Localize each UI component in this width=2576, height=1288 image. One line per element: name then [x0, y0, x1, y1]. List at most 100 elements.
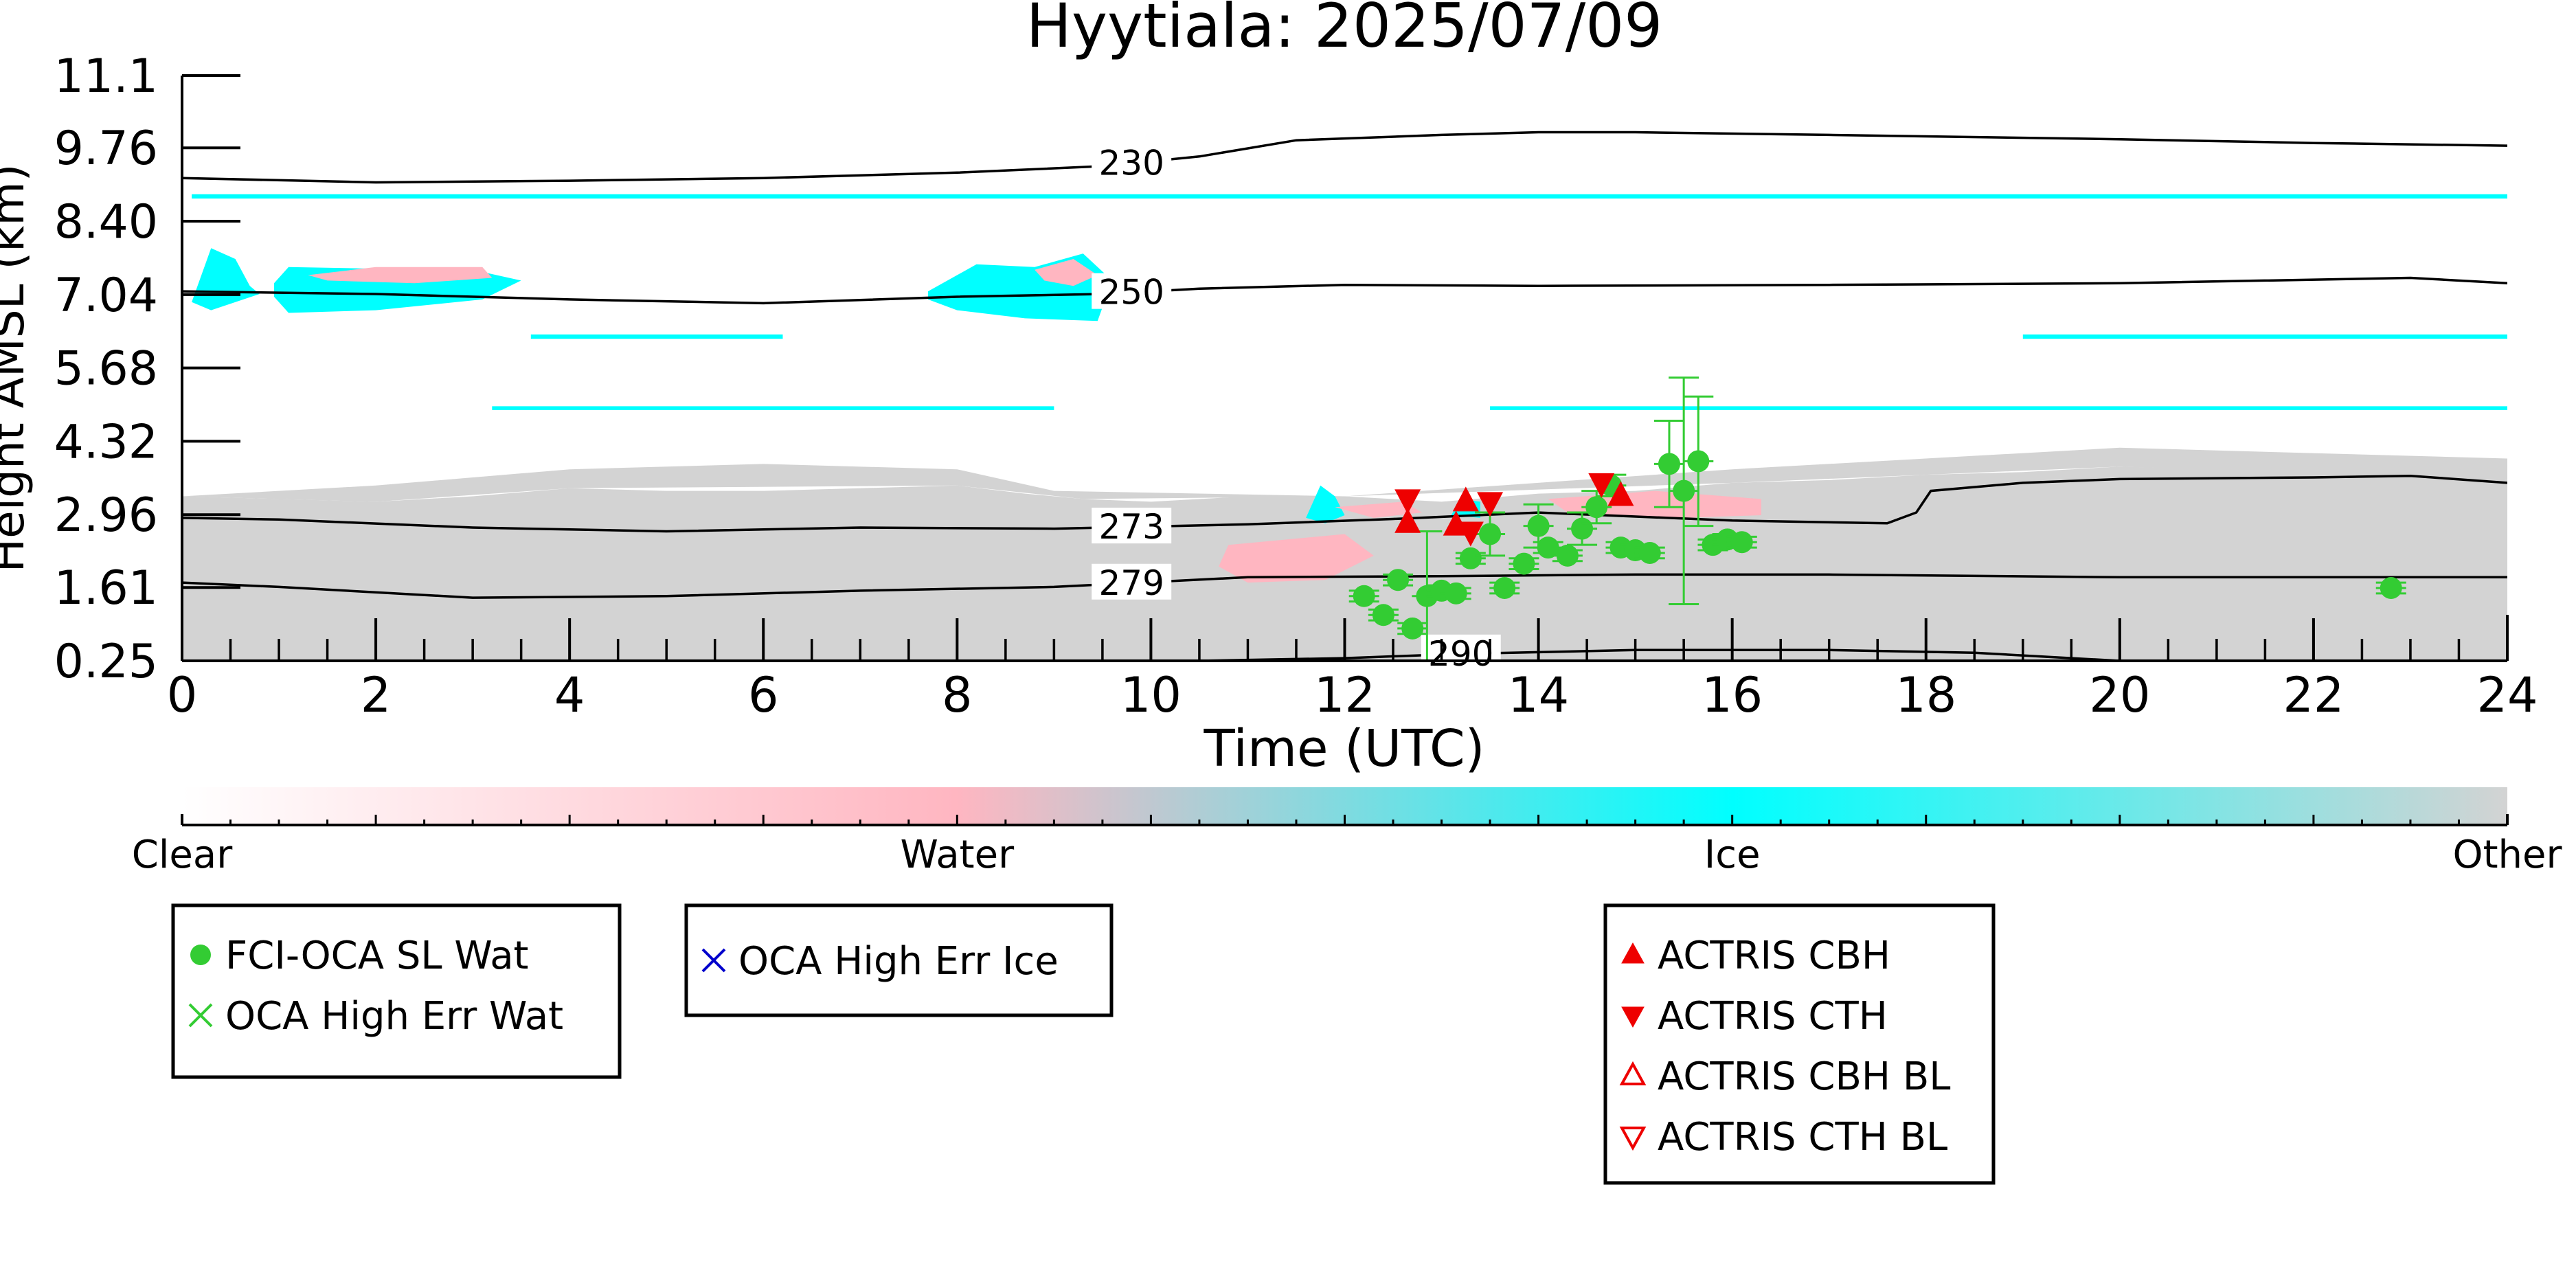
oca-water-point [1638, 541, 1661, 564]
actris-cth-point [1477, 492, 1504, 517]
oca-water-point [1493, 576, 1516, 599]
legend-triangle-down-marker [1621, 1006, 1645, 1028]
legend-frame [684, 903, 1114, 1017]
contour-label-bg [1092, 563, 1172, 600]
chart-title: Hyytiala: 2025/07/09 [1026, 0, 1662, 61]
legend-entry-label: ACTRIS CBH [1658, 934, 1890, 978]
y-tick-label: 1.61 [54, 561, 158, 615]
contour-label-bg [1092, 144, 1172, 180]
cloud-region-water [1335, 501, 1423, 518]
oca-water-point [2380, 576, 2402, 599]
legend-x-marker [188, 1003, 213, 1028]
x-tick-label: 10 [1120, 667, 1182, 723]
y-tick-label: 0.25 [54, 635, 158, 689]
x-tick-label: 16 [1702, 667, 1763, 723]
oca-water-point [1459, 547, 1482, 569]
cloud-region-other [182, 447, 2507, 502]
temperature-contours [182, 131, 2507, 661]
legend-entry-label: FCI-OCA SL Wat [225, 934, 529, 978]
oca-water-point [1673, 479, 1695, 502]
oca-water-point [1401, 617, 1424, 640]
y-tick-label: 5.68 [54, 342, 158, 396]
cloud-height-markers [1348, 376, 2406, 662]
contour-line-250 [182, 276, 2507, 305]
contour-label-250: 250 [1098, 273, 1164, 313]
contour-label-273: 273 [1098, 507, 1164, 547]
contour-label-279: 279 [1098, 563, 1164, 603]
x-tick-label: 14 [1508, 667, 1569, 723]
cloud-region-ice [2022, 334, 2507, 339]
colorbar-label-ice: Ice [1704, 833, 1761, 877]
oca-water-point [1571, 517, 1594, 540]
contour-label-230: 230 [1098, 144, 1164, 183]
actris-cth-point [1457, 521, 1484, 547]
cloud-region-ice [192, 194, 2507, 199]
x-tick-label: 2 [361, 667, 392, 723]
y-tick-label: 11.1 [54, 49, 158, 104]
cloud-region-ice [1306, 485, 1345, 523]
y-axis-ticks: 0.25 1.61 2.96 4.32 5.68 7.04 8.40 9.76 11.1 [54, 49, 240, 689]
legend-frame [1603, 903, 1996, 1185]
y-tick-label: 8.40 [54, 195, 158, 249]
oca-water-point [1387, 569, 1410, 591]
actris-cbh-point [1607, 481, 1634, 506]
contour-line-230 [182, 131, 2507, 184]
x-tick-label: 18 [1895, 667, 1956, 723]
x-axis-ticks: 0 2 4 6 8 10 12 14 16 18 20 22 24 [167, 618, 2538, 723]
oca-water-point [1687, 450, 1710, 473]
legend-entry-label: ACTRIS CTH BL [1658, 1115, 1947, 1160]
x-tick-label: 6 [748, 667, 779, 723]
colorbar-label-clear: Clear [132, 833, 233, 877]
contour-line-273 [182, 474, 2507, 533]
cloud-region-water [1035, 259, 1098, 286]
oca-water-point [1658, 453, 1680, 475]
x-axis-label: Time (UTC) [1203, 719, 1484, 778]
oca-water-point [1445, 582, 1467, 605]
actris-cbh-point [1452, 486, 1479, 512]
actris-cth-point [1588, 473, 1615, 498]
legend-circle-marker [190, 945, 211, 965]
legend-lower-left: FCI-OCA SL Wat OCA High Err Wat [171, 903, 622, 1079]
oca-water-point [1513, 552, 1535, 575]
cloud-region-ice [1490, 406, 2507, 410]
legend-entry-label: ACTRIS CTH [1658, 994, 1888, 1039]
legend-triangle-down-marker [1619, 1127, 1647, 1151]
oca-water-point [1730, 531, 1753, 554]
x-tick-label: 8 [942, 667, 973, 723]
x-tick-label: 24 [2476, 667, 2538, 723]
cloud-region-water [1219, 534, 1374, 583]
oca-water-point [1527, 515, 1550, 537]
legends: FCI-OCA SL Wat OCA High Err Wat OCA High E… [171, 903, 1996, 1185]
legend-entry-label: OCA High Err Ice [738, 939, 1059, 984]
colorbar-labels: Clear Water Ice Other [132, 833, 2563, 877]
oca-water-point [1479, 523, 1502, 545]
cloud-classification-regions [182, 194, 2507, 661]
x-tick-label: 0 [167, 667, 198, 723]
x-tick-label: 22 [2283, 667, 2344, 723]
colorbar-ticks [181, 814, 2509, 825]
colorbar-label-water: Water [901, 833, 1015, 877]
oca-water-point [1353, 585, 1375, 607]
oca-water-point [1585, 496, 1608, 519]
cloud-region-ice [492, 406, 1054, 410]
legend-entry-label: ACTRIS CBH BL [1658, 1054, 1950, 1099]
legend-entry-label: OCA High Err Wat [225, 994, 563, 1039]
y-axis-label: Height AMSL (km) [0, 164, 34, 573]
y-tick-label: 2.96 [54, 488, 158, 543]
contour-label-290: 290 [1428, 634, 1493, 674]
x-tick-label: 4 [554, 667, 585, 723]
contour-line-279 [182, 573, 2507, 599]
x-tick-label: 12 [1314, 667, 1375, 723]
legend-lower-right: ACTRIS CBH ACTRIS CTH ACTRIS CBH BL ACTRIS … [1603, 903, 1996, 1185]
actris-cth-point [1394, 489, 1421, 515]
temperature-contour-labels: 230 250 273 279 290 [1092, 144, 1501, 674]
actris-cbh-point [1394, 508, 1421, 533]
x-tick-label: 20 [2089, 667, 2150, 723]
oca-water-point [1556, 544, 1579, 567]
oca-water-point [1537, 536, 1559, 559]
legend-frame [171, 903, 622, 1079]
contour-label-bg [1092, 273, 1172, 309]
colorbar-label-other: Other [2452, 833, 2562, 877]
legend-triangle-up-marker [1621, 942, 1645, 964]
